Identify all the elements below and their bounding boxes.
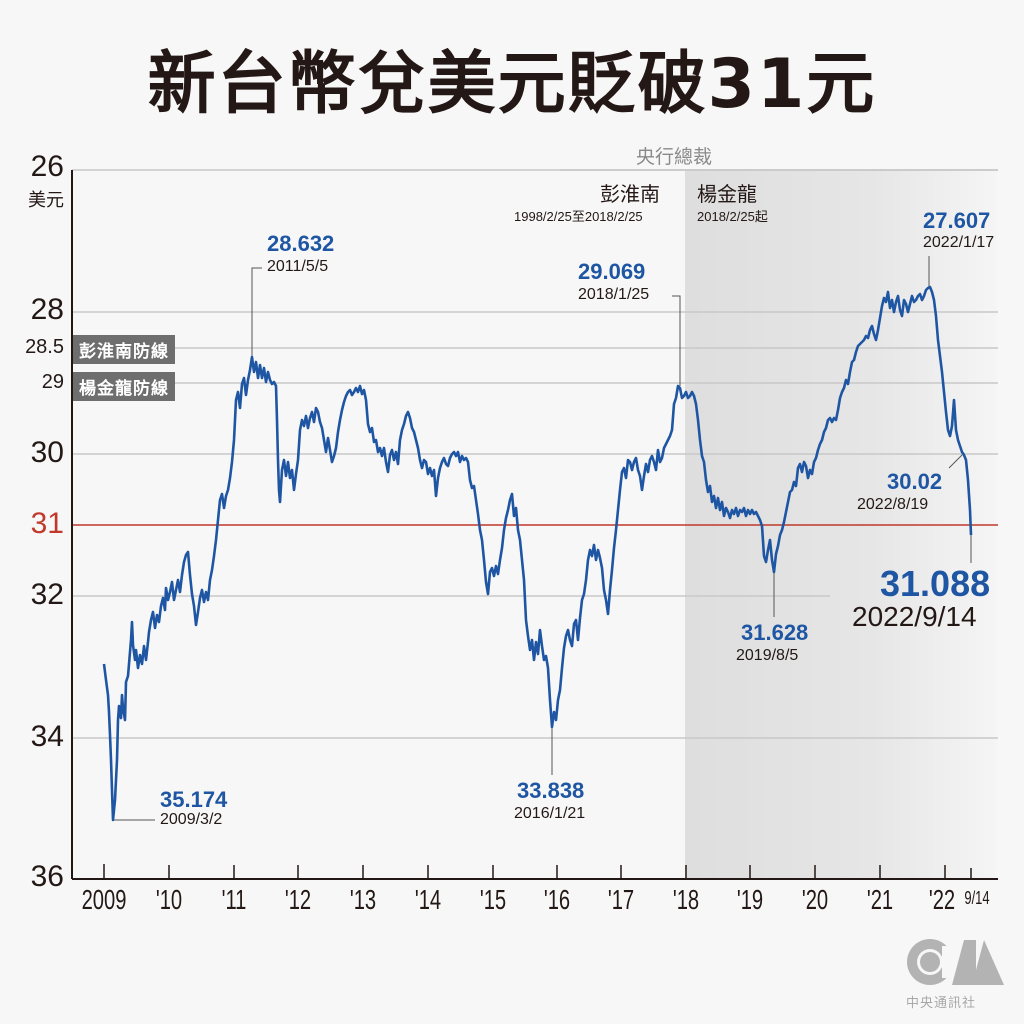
- exchange-rate-line: [102, 285, 973, 822]
- annotation-value-2016: 33.838: [517, 778, 585, 803]
- x-tick-2020: '20: [801, 884, 829, 915]
- x-tick-9-14: 9/14: [964, 888, 990, 908]
- governor-term-peng: 1998/2/25至2018/2/25: [514, 209, 643, 224]
- y-tick-28-5: 28.5: [25, 336, 64, 358]
- y-tick-34: 34: [30, 720, 64, 753]
- annotation-value-2011: 28.632: [267, 231, 335, 256]
- source-label: 中央通訊社: [906, 996, 977, 1011]
- x-tick-2018: '18: [672, 884, 700, 915]
- annotation-date-2022-aug: 2022/8/19: [857, 496, 929, 513]
- y-tick-32: 32: [30, 578, 64, 611]
- x-tick-2009: 2009: [81, 884, 127, 915]
- annotation-date-2009: 2009/3/2: [160, 811, 223, 828]
- annotation-date-2018: 2018/1/25: [578, 286, 650, 303]
- grid-lines: [72, 169, 998, 739]
- x-tick-2022: '22: [928, 884, 956, 915]
- x-tick-2017: '17: [607, 884, 635, 915]
- governor-name-peng: 彭淮南: [600, 182, 660, 206]
- cna-logo: 中央通訊社: [906, 938, 1006, 1011]
- annotation-leaders: [113, 256, 972, 821]
- x-tick-2015: '15: [479, 884, 507, 915]
- x-ticks: [103, 864, 972, 879]
- annotation-date-latest: 2022/9/14: [852, 601, 977, 632]
- x-tick-2014: '14: [414, 884, 442, 915]
- annotation-date-2019: 2019/8/5: [736, 647, 799, 664]
- y-tick-26: 26: [30, 150, 64, 183]
- x-tick-2012: '12: [284, 884, 312, 915]
- annotation-value-2019: 31.628: [741, 620, 809, 645]
- annotation-value-2018: 29.069: [578, 259, 646, 284]
- governor-name-yang: 楊金龍: [697, 182, 757, 206]
- x-tick-2019: '19: [736, 884, 764, 915]
- y-tick-36: 36: [30, 860, 64, 893]
- annotation-value-2022-peak: 27.607: [923, 208, 991, 233]
- x-tick-2013: '13: [349, 884, 377, 915]
- y-tick-31: 31: [30, 507, 64, 540]
- annotation-value-2022-aug: 30.02: [887, 469, 943, 494]
- y-axis-unit: 美元: [28, 190, 64, 210]
- chart-title: 新台幣兌美元貶破31元: [147, 45, 877, 124]
- defense-line-badge-peng: 彭淮南防線: [73, 335, 175, 364]
- annotation-date-2022-peak: 2022/1/17: [923, 234, 995, 251]
- defense-line-badge-yang: 楊金龍防線: [73, 372, 175, 401]
- y-tick-30: 30: [30, 436, 64, 469]
- governor-shaded-region: [685, 170, 997, 878]
- y-tick-29: 29: [41, 371, 64, 393]
- governor-term-yang: 2018/2/25起: [697, 209, 768, 224]
- annotation-value-2009: 35.174: [160, 787, 228, 812]
- cna-logo-icon: [907, 939, 1004, 985]
- annotation-value-latest: 31.088: [880, 563, 991, 604]
- y-tick-28: 28: [30, 293, 64, 326]
- x-tick-2010: '10: [155, 884, 183, 915]
- x-tick-2011: '11: [221, 884, 247, 915]
- annotation-date-2011: 2011/5/5: [267, 258, 329, 275]
- governor-header: 央行總裁: [636, 146, 713, 168]
- x-tick-2021: '21: [866, 884, 894, 915]
- x-tick-2016: '16: [543, 884, 571, 915]
- annotation-date-2016: 2016/1/21: [514, 805, 586, 822]
